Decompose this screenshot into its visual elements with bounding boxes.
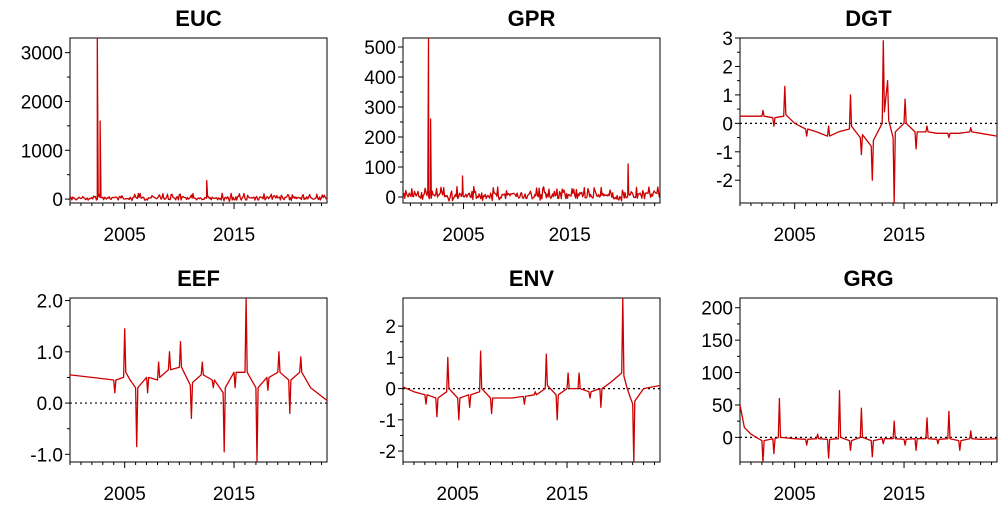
y-tick-label-env: -2: [379, 442, 396, 463]
plot-frame-grg: [739, 297, 998, 463]
panel-euc: EUC 0 1000 2000 3000 2005 2015: [21, 6, 328, 246]
y-tick-label-env: -1: [379, 411, 396, 432]
x-tick-label-grg: 2015: [883, 484, 925, 505]
x-tick-label-env: 2005: [437, 484, 479, 505]
y-tick-label-grg: 200: [701, 299, 733, 320]
y-tick-label-eef: 1.0: [37, 343, 63, 364]
series-line-eef: [70, 298, 327, 462]
panel-title-euc: EUC: [175, 6, 222, 31]
plot-frame-env: [402, 297, 661, 463]
panel-title-dgt: DGT: [845, 6, 892, 31]
panel-dgt: DGT -2 -1 0 1 2 3 2005 2015: [716, 6, 998, 246]
series-line-grg: [740, 390, 997, 462]
panel-eef: EEF -1.0 0.0 1.0 2.0 2005 2015: [30, 266, 328, 505]
y-tick-label-env: 2: [385, 317, 396, 338]
y-tick-label-grg: 50: [712, 396, 733, 417]
x-tick-label-eef: 2005: [104, 484, 146, 505]
panel-title-env: ENV: [509, 266, 555, 291]
y-tick-label-grg: 150: [701, 331, 733, 352]
series-line-env: [403, 298, 660, 462]
y-tick-label-euc: 3000: [21, 44, 63, 65]
panel-env: ENV -2 -1 0 1 2 2005 2015: [379, 266, 661, 505]
y-tick-label-dgt: -2: [716, 171, 733, 192]
panel-title-eef: EEF: [177, 266, 220, 291]
panel-grg: GRG 0 50 100 150 200 2005 2015: [701, 266, 998, 505]
x-tick-label-euc: 2005: [104, 225, 146, 246]
y-tick-label-dgt: -1: [716, 143, 733, 164]
x-tick-label-euc: 2015: [213, 225, 255, 246]
plot-frame-euc: [69, 37, 328, 204]
x-tick-label-grg: 2005: [774, 484, 816, 505]
y-tick-label-dgt: 2: [722, 57, 733, 78]
y-tick-label-gpr: 100: [364, 158, 396, 179]
x-tick-label-env: 2015: [546, 484, 588, 505]
series-line-gpr: [403, 38, 660, 202]
y-tick-label-dgt: 0: [722, 114, 733, 135]
panel-title-grg: GRG: [843, 266, 893, 291]
y-tick-label-env: 1: [385, 348, 396, 369]
y-tick-label-gpr: 200: [364, 128, 396, 149]
series-line-dgt: [740, 40, 997, 203]
y-tick-label-grg: 100: [701, 364, 733, 385]
series-line-euc: [70, 38, 327, 202]
y-tick-label-eef: -1.0: [30, 445, 63, 466]
y-tick-label-euc: 1000: [21, 141, 63, 162]
plot-frame-dgt: [739, 37, 998, 204]
panel-title-gpr: GPR: [508, 6, 556, 31]
y-tick-label-eef: 2.0: [37, 292, 63, 313]
panel-gpr: GPR 0 100 200 300 400 500 2005 2015: [364, 6, 661, 246]
y-tick-label-gpr: 0: [385, 188, 396, 209]
x-tick-label-gpr: 2015: [549, 225, 591, 246]
y-tick-label-grg: 0: [722, 428, 733, 449]
y-tick-label-gpr: 300: [364, 98, 396, 119]
x-tick-label-dgt: 2015: [883, 225, 925, 246]
plot-frame-gpr: [402, 37, 661, 204]
plot-frame-eef: [69, 297, 328, 463]
y-tick-label-dgt: 1: [722, 86, 733, 107]
y-tick-label-euc: 2000: [21, 92, 63, 113]
y-tick-label-eef: 0.0: [37, 394, 63, 415]
y-tick-label-gpr: 500: [364, 38, 396, 59]
y-tick-label-euc: 0: [52, 190, 63, 211]
x-tick-label-dgt: 2005: [774, 225, 816, 246]
y-tick-label-dgt: 3: [722, 29, 733, 50]
y-tick-label-env: 0: [385, 380, 396, 401]
y-tick-label-gpr: 400: [364, 68, 396, 89]
x-tick-label-gpr: 2005: [442, 225, 484, 246]
x-tick-label-eef: 2015: [213, 484, 255, 505]
